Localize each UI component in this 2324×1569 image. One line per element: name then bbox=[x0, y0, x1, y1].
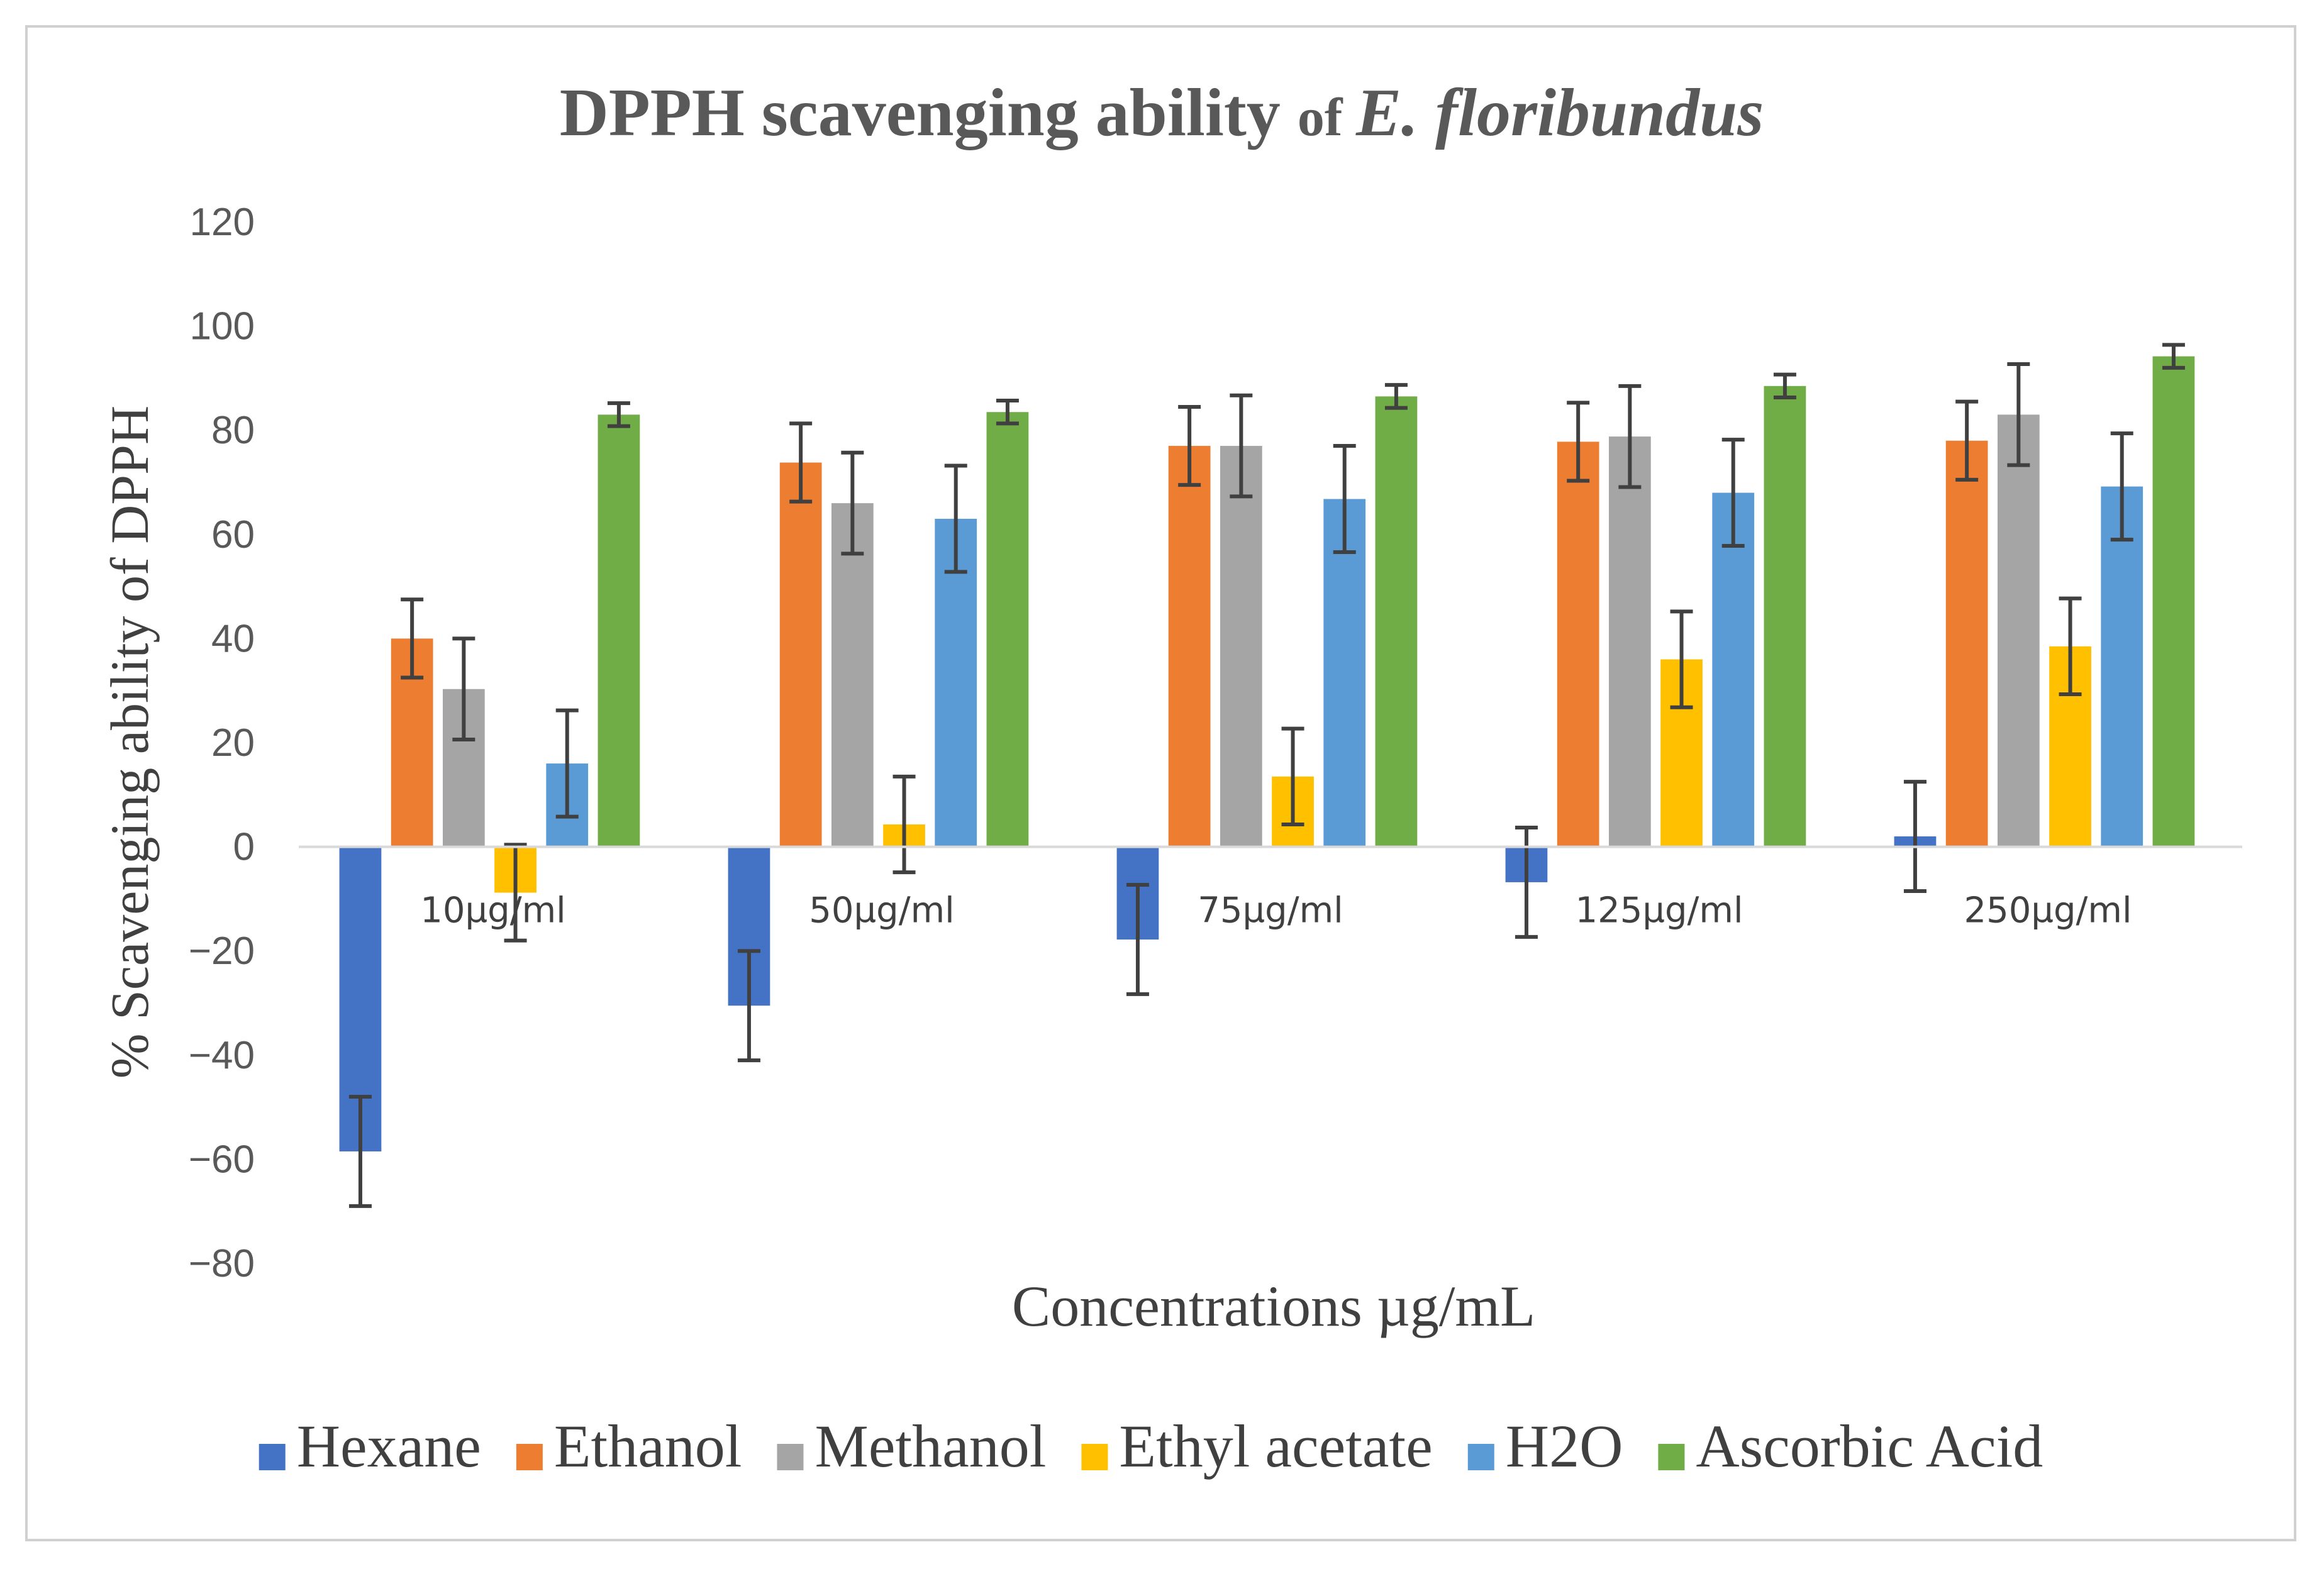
error-bar bbox=[1903, 780, 1926, 893]
bar bbox=[1997, 414, 2040, 847]
y-tick-label: 40 bbox=[211, 617, 255, 660]
bar bbox=[779, 462, 822, 847]
category-label: 250µg/ml bbox=[1964, 890, 2132, 931]
title-part2: of bbox=[1298, 87, 1356, 147]
error-bar bbox=[2007, 362, 2030, 467]
error-bar bbox=[504, 843, 527, 943]
title-part1: DPPH scavenging ability bbox=[560, 75, 1298, 150]
error-bar bbox=[2162, 343, 2185, 370]
legend: Hexane Ethanol Methanol Ethyl acetate H2O Asc… bbox=[259, 1412, 2043, 1480]
error-bar bbox=[996, 399, 1019, 426]
legend-label: Hexane bbox=[297, 1412, 481, 1480]
error-bar bbox=[1281, 726, 1304, 826]
legend-item: Methanol bbox=[777, 1412, 1046, 1480]
bar bbox=[1608, 436, 1651, 847]
legend-item: Ethanol bbox=[516, 1412, 742, 1480]
error-bar bbox=[1955, 399, 1979, 482]
error-bar bbox=[401, 597, 424, 680]
category-label: 50µg/ml bbox=[809, 890, 954, 931]
legend-label: Ethyl acetate bbox=[1119, 1412, 1432, 1480]
category-labels: 10µg/ml 50µg/ml 75µg/ml 125µg/ml 250µg/ml bbox=[420, 890, 2132, 931]
category-label: 125µg/ml bbox=[1575, 890, 1743, 931]
bar bbox=[598, 414, 640, 847]
error-bar bbox=[1567, 401, 1590, 483]
bar bbox=[1323, 499, 1366, 847]
y-axis-ticks: 120 100 80 60 40 20 0 −20 −40 −60 −80 bbox=[189, 201, 255, 1285]
bar bbox=[831, 503, 874, 847]
error-bar bbox=[2059, 596, 2082, 696]
y-tick-label: −20 bbox=[189, 929, 255, 973]
error-bar bbox=[841, 450, 864, 556]
bar bbox=[2152, 356, 2195, 847]
error-bar bbox=[2110, 431, 2133, 542]
chart-title: DPPH scavenging ability of E. floribundu… bbox=[560, 75, 1764, 150]
bar bbox=[986, 412, 1029, 847]
error-bar bbox=[555, 708, 579, 819]
legend-swatch bbox=[259, 1444, 286, 1470]
plot-area bbox=[339, 343, 2195, 1208]
error-bar bbox=[789, 421, 813, 504]
bar bbox=[1764, 385, 1806, 847]
y-tick-label: 0 bbox=[233, 826, 255, 869]
legend-item: Hexane bbox=[259, 1412, 481, 1480]
legend-label: H2O bbox=[1506, 1412, 1623, 1480]
y-tick-label: 60 bbox=[211, 513, 255, 557]
legend-swatch bbox=[1081, 1444, 1108, 1470]
bar bbox=[1220, 446, 1262, 847]
legend-item: Ascorbic Acid bbox=[1658, 1412, 2043, 1480]
error-bar bbox=[1515, 825, 1538, 939]
error-bar bbox=[944, 463, 967, 574]
bar bbox=[1375, 396, 1418, 847]
y-tick-label: −80 bbox=[189, 1242, 255, 1285]
error-bar bbox=[1773, 372, 1796, 400]
title-part3: E. floribundus bbox=[1355, 75, 1764, 150]
error-bar bbox=[737, 949, 760, 1063]
bar bbox=[2101, 486, 2143, 847]
error-bar bbox=[1384, 383, 1408, 410]
legend-swatch bbox=[1658, 1444, 1685, 1470]
y-tick-label: −40 bbox=[189, 1034, 255, 1077]
error-bar bbox=[348, 1095, 372, 1208]
y-tick-label: 80 bbox=[211, 409, 255, 452]
legend-item: Ethyl acetate bbox=[1081, 1412, 1433, 1480]
legend-item: H2O bbox=[1467, 1412, 1623, 1480]
error-bar bbox=[1178, 404, 1201, 487]
bar bbox=[1712, 492, 1755, 847]
error-bar bbox=[452, 636, 475, 742]
category-label: 75µg/ml bbox=[1198, 890, 1343, 931]
category-label: 10µg/ml bbox=[420, 890, 565, 931]
bar bbox=[1557, 441, 1599, 847]
legend-label: Ascorbic Acid bbox=[1696, 1412, 2043, 1480]
legend-label: Ethanol bbox=[554, 1412, 742, 1480]
bar bbox=[1168, 446, 1211, 847]
error-bar bbox=[1333, 444, 1356, 554]
error-bar bbox=[1230, 393, 1253, 499]
error-bar bbox=[1670, 609, 1693, 709]
error-bar bbox=[607, 401, 630, 428]
legend-swatch bbox=[1467, 1444, 1494, 1470]
legend-label: Methanol bbox=[815, 1412, 1046, 1480]
y-tick-label: 20 bbox=[211, 721, 255, 765]
y-axis-title: % Scavenging ability of DPPH bbox=[99, 406, 160, 1078]
bar bbox=[1945, 440, 1988, 847]
error-bar bbox=[1721, 438, 1745, 548]
y-tick-label: 120 bbox=[190, 201, 255, 244]
x-axis-title: Concentrations µg/mL bbox=[1012, 1274, 1535, 1338]
y-tick-label: −60 bbox=[189, 1138, 255, 1181]
legend-swatch bbox=[516, 1444, 543, 1470]
error-bar bbox=[892, 774, 916, 875]
error-bar bbox=[1618, 384, 1642, 489]
y-tick-label: 100 bbox=[190, 305, 255, 348]
legend-swatch bbox=[777, 1444, 804, 1470]
error-bar bbox=[1126, 883, 1149, 996]
